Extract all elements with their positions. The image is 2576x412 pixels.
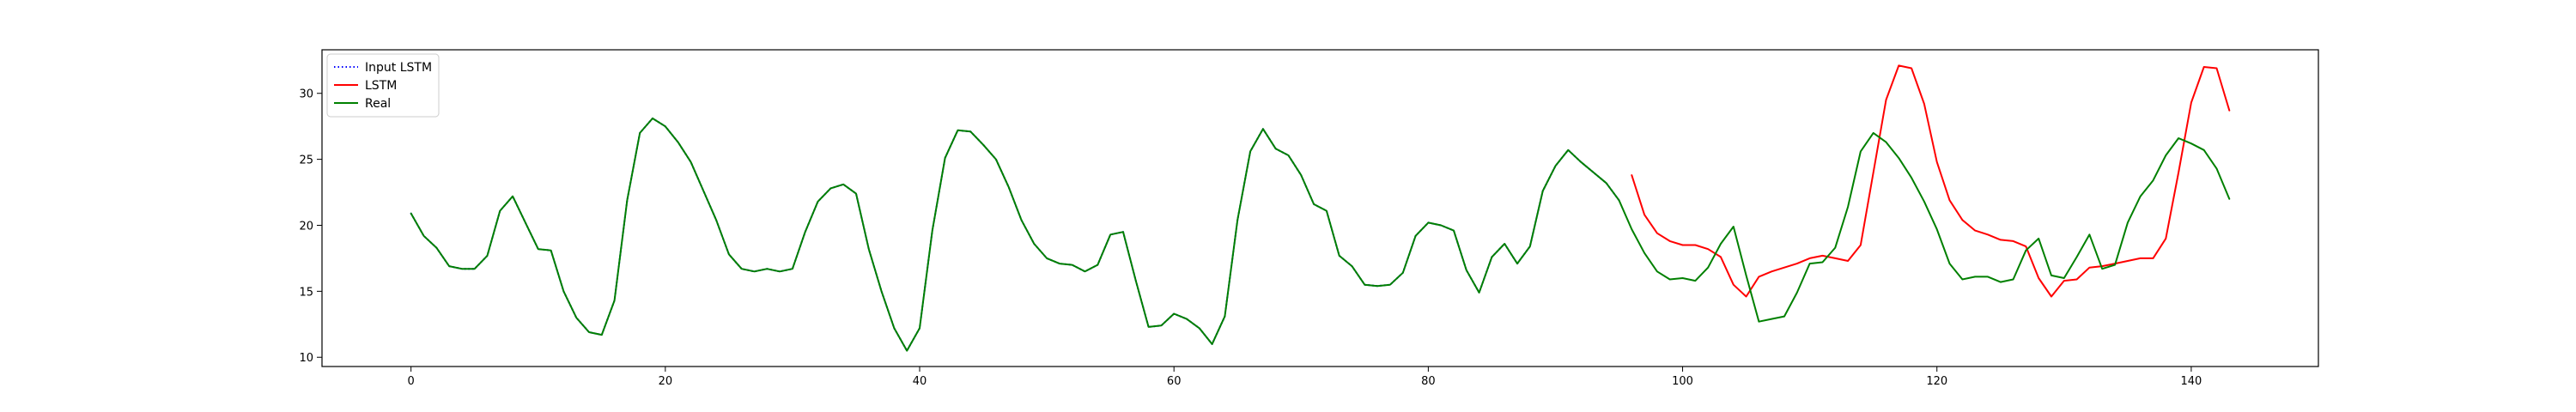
series-line-input-lstm <box>410 117 1620 352</box>
y-tick-label: 20 <box>299 220 313 233</box>
x-tick-label: 40 <box>913 375 927 388</box>
legend-label: LSTM <box>365 79 397 93</box>
axes: 0 20 40 60 80 100 120 140 10 15 20 25 30 <box>299 49 2319 388</box>
series-line-lstm <box>1631 64 2231 298</box>
x-tick-label: 100 <box>1672 375 1693 388</box>
x-tick-label: 20 <box>659 375 673 388</box>
x-tick-label: 0 <box>408 375 415 388</box>
y-tick-label: 25 <box>299 154 313 167</box>
legend: Input LSTM LSTM Real <box>326 53 440 118</box>
y-tick-label: 15 <box>299 286 313 299</box>
x-tick-label: 60 <box>1167 375 1182 388</box>
x-tick-label: 80 <box>1421 375 1436 388</box>
plot-area <box>410 64 2231 352</box>
legend-label: Real <box>365 97 391 111</box>
x-tick-label: 120 <box>1926 375 1947 388</box>
series-line-real <box>410 117 2231 352</box>
y-tick-label: 10 <box>299 352 313 365</box>
plot-frame <box>321 49 2319 367</box>
x-tick-label: 140 <box>2180 375 2202 388</box>
legend-box <box>326 53 440 118</box>
legend-label: Input LSTM <box>365 61 432 75</box>
y-tick-label: 30 <box>299 88 313 101</box>
